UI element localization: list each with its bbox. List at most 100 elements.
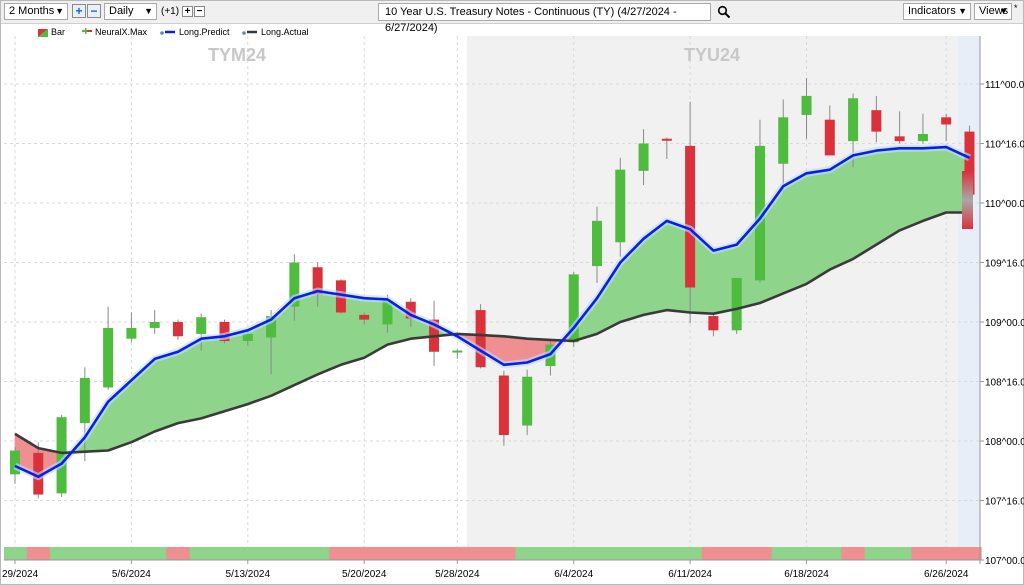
signal-strip-cell xyxy=(119,547,144,560)
signal-strip-cell xyxy=(771,547,796,560)
x-tick-label: 29/2024 xyxy=(2,569,39,580)
zoom-in-button[interactable]: + xyxy=(72,4,86,18)
candle-body xyxy=(79,377,90,424)
candle xyxy=(79,367,90,462)
signal-strip-cell xyxy=(143,547,167,560)
candle-body xyxy=(475,310,486,368)
y-tick-label: 107^00.0 xyxy=(985,556,1024,567)
signal-strip-cell xyxy=(585,547,610,560)
candle xyxy=(126,312,137,343)
candle xyxy=(56,414,67,497)
candle-body xyxy=(452,350,463,353)
candle-body xyxy=(568,274,579,343)
candle-body xyxy=(498,375,509,436)
y-tick-label: 109^00.0 xyxy=(985,318,1024,329)
signal-strip-cell xyxy=(957,547,982,560)
signal-strip-cell xyxy=(562,547,586,560)
candle xyxy=(149,310,160,334)
candle xyxy=(638,129,649,186)
signal-fill xyxy=(899,147,924,231)
candle xyxy=(289,254,300,321)
contract-label-tyu24: TYU24 xyxy=(684,45,740,65)
views-label: Views xyxy=(979,5,1009,17)
indicators-dropdown[interactable]: Indicators ▼ xyxy=(903,3,971,20)
toolbar: 2 Months ▼ + − Daily ▼ (+1) + − 10 Year … xyxy=(1,1,1023,34)
candle xyxy=(917,113,928,144)
signal-strip-cell xyxy=(608,547,633,560)
search-icon[interactable] xyxy=(717,5,731,19)
offset-minus-button[interactable]: − xyxy=(194,6,205,17)
signal-strip-cell xyxy=(725,547,749,560)
candle-body xyxy=(964,131,975,195)
signal-strip-cell xyxy=(794,547,819,560)
chevron-down-icon: ▼ xyxy=(55,6,64,16)
candle-body xyxy=(172,322,183,337)
signal-strip-cell xyxy=(468,547,493,560)
offset-label: (+1) xyxy=(161,6,180,17)
period-dropdown[interactable]: 2 Months ▼ xyxy=(4,3,68,20)
chevron-down-icon: ▼ xyxy=(999,6,1008,16)
chevron-down-icon: ▼ xyxy=(144,6,153,16)
long-predict-line xyxy=(14,145,971,478)
symbol-title: 10 Year U.S. Treasury Notes - Continuous… xyxy=(385,6,677,34)
candle xyxy=(778,99,789,193)
signal-strip-cell xyxy=(26,547,51,560)
x-tick-label: 5/20/2024 xyxy=(342,569,387,580)
neuralx-icon xyxy=(87,30,92,32)
candle-body xyxy=(126,327,137,339)
candle-body xyxy=(941,117,952,125)
signal-strip-cell xyxy=(888,547,912,560)
signal-strip-cell xyxy=(236,547,260,560)
candle-body xyxy=(56,417,67,494)
future-shade xyxy=(958,36,980,560)
signal-fill xyxy=(922,146,947,222)
candle-body xyxy=(778,117,789,164)
y-tick-label: 108^00.0 xyxy=(985,437,1024,448)
candle-body xyxy=(103,327,114,388)
candle xyxy=(172,319,183,340)
candle xyxy=(731,277,742,334)
signal-strip-cell xyxy=(655,547,679,560)
candle xyxy=(359,312,370,325)
symbol-title-field[interactable]: 10 Year U.S. Treasury Notes - Continuous… xyxy=(378,3,711,34)
signal-strip-cell xyxy=(375,547,400,560)
signal-strip-cell xyxy=(422,547,447,560)
signal-fill xyxy=(782,172,807,294)
views-dropdown[interactable]: Views ▼ xyxy=(974,3,1012,20)
signal-fill xyxy=(224,329,249,412)
x-tick-label: 5/6/2024 xyxy=(112,569,151,580)
candle-body xyxy=(592,220,602,267)
signal-strip-cell xyxy=(329,547,354,560)
forecast-marker xyxy=(962,171,973,229)
candle-body xyxy=(266,316,277,338)
signal-strip-cell xyxy=(515,547,540,560)
interval-dropdown[interactable]: Daily ▼ xyxy=(104,3,157,20)
signal-strip-cell xyxy=(678,547,703,560)
views-pin-icon[interactable]: * xyxy=(1014,3,1018,13)
signal-strip-cell xyxy=(189,547,214,560)
interval-value: Daily xyxy=(109,5,134,17)
candle xyxy=(708,314,719,337)
candle-body xyxy=(801,95,812,115)
candle-body xyxy=(615,169,626,243)
offset-plus-button[interactable]: + xyxy=(182,6,193,17)
signal-strip-cell xyxy=(73,547,97,560)
signal-strip-cell xyxy=(631,547,656,560)
candle xyxy=(685,101,696,324)
zoom-out-button[interactable]: − xyxy=(87,4,101,18)
candle-body xyxy=(661,138,672,141)
y-tick-label: 107^16.0 xyxy=(985,497,1024,508)
legend xyxy=(38,28,257,37)
signal-strip-cell xyxy=(748,547,773,560)
x-tick-label: 5/13/2024 xyxy=(226,569,271,580)
signal-strip-cell xyxy=(538,547,563,560)
candle xyxy=(801,78,812,139)
signal-strip-cell xyxy=(701,547,726,560)
signal-fill xyxy=(829,154,854,271)
candle xyxy=(522,369,533,436)
signal-fill xyxy=(876,147,900,246)
contract-label-tym24: TYM24 xyxy=(208,45,266,65)
signal-strip-cell xyxy=(4,547,28,560)
candle xyxy=(592,206,602,283)
